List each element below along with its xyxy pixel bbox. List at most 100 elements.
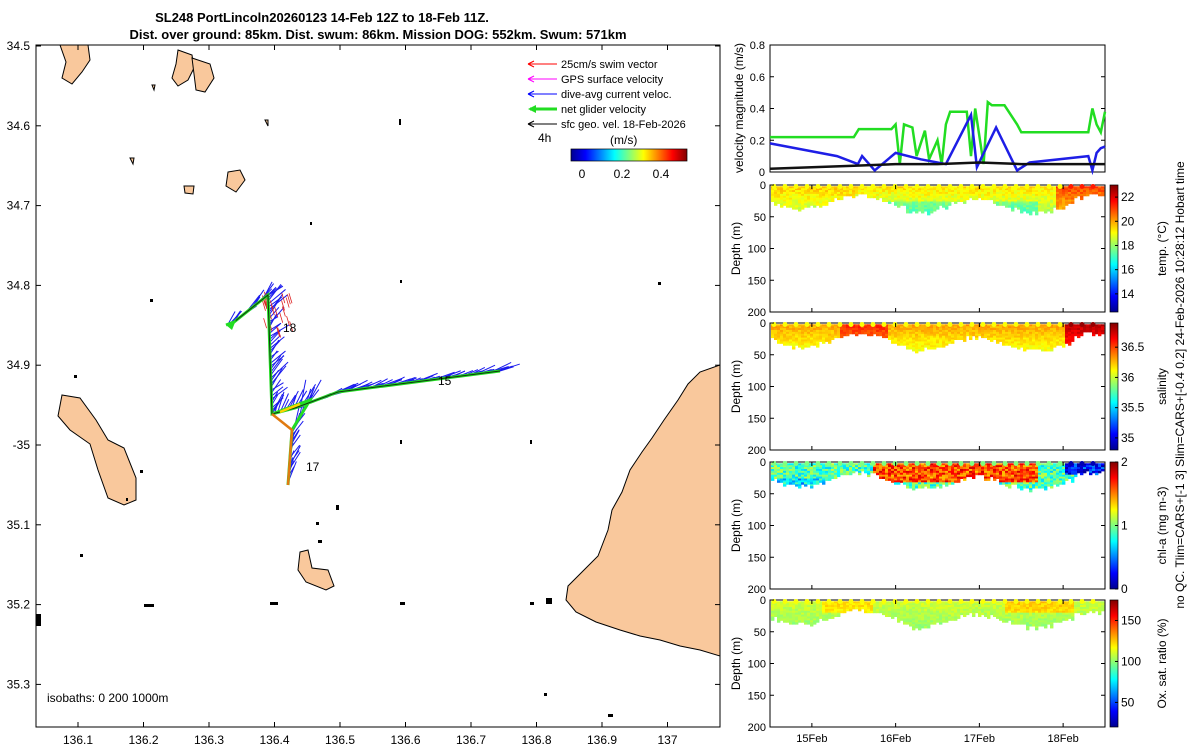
section-cell <box>771 476 775 480</box>
section-cell <box>921 339 925 342</box>
section-cell <box>1032 195 1036 199</box>
section-cell <box>1029 345 1033 348</box>
section-cell <box>1044 601 1048 604</box>
section-cell <box>1041 339 1045 342</box>
svg-text:GPS surface velocity: GPS surface velocity <box>561 74 664 86</box>
section-cell <box>816 612 820 616</box>
section-cell <box>807 465 811 468</box>
section-cell <box>963 614 967 618</box>
section-cell <box>840 335 844 339</box>
track-arrowhead <box>226 320 236 330</box>
section-cell <box>993 199 997 203</box>
section-cell <box>843 608 847 612</box>
section-cell <box>1023 199 1027 203</box>
section-cell <box>1008 603 1012 606</box>
section-xtick-label: 15Feb <box>796 733 827 745</box>
section-cell <box>1098 601 1102 604</box>
section-cell <box>1032 205 1036 208</box>
section-cell <box>915 622 919 625</box>
section-cell <box>891 616 895 619</box>
section-cell <box>804 337 808 341</box>
section-cell <box>996 605 1000 608</box>
section-cell <box>1002 476 1006 480</box>
section-cell <box>783 605 787 608</box>
section-cell <box>807 606 811 610</box>
section-cell <box>921 486 925 489</box>
section-cell <box>792 343 796 346</box>
section-cell <box>933 620 937 623</box>
section-cell <box>894 337 898 341</box>
section-cell <box>843 326 847 329</box>
surface-dot <box>1046 461 1052 466</box>
section-cell <box>804 618 808 621</box>
section-cell <box>1041 606 1045 610</box>
section-cell <box>933 482 937 485</box>
section-cell <box>786 343 790 346</box>
section-cell <box>951 329 955 333</box>
section-cell <box>813 341 817 344</box>
section-cell <box>909 484 913 487</box>
section-cell <box>798 207 802 210</box>
section-cell <box>1014 622 1018 625</box>
section-cell <box>966 605 970 608</box>
section-cell <box>777 616 781 619</box>
section-cell <box>822 328 826 331</box>
section-cell <box>903 474 907 478</box>
section-cell <box>1059 199 1063 203</box>
section-cell <box>933 603 937 606</box>
section-cell <box>1002 337 1006 341</box>
velocity-ytick-label: 0 <box>759 167 765 179</box>
section-cell <box>924 193 928 197</box>
section-cell <box>912 612 916 616</box>
section-cell <box>987 472 991 476</box>
section-cell <box>951 468 955 472</box>
section-cell <box>963 610 967 614</box>
section-cell <box>1065 472 1069 476</box>
section-cell <box>888 470 892 474</box>
section-cell <box>948 203 952 206</box>
section-cell <box>1053 467 1057 470</box>
section-cell <box>957 606 961 610</box>
section-cell <box>1002 201 1006 204</box>
section-cell <box>1011 474 1015 478</box>
section-cell <box>1050 343 1054 346</box>
section-cell <box>897 190 901 193</box>
section-cell <box>1029 489 1033 493</box>
section-cell <box>1008 605 1012 608</box>
section-cell <box>957 197 961 201</box>
section-cell <box>969 608 973 612</box>
section-cell <box>822 188 826 191</box>
section-cell <box>975 610 979 614</box>
section-cell <box>972 612 976 616</box>
section-cell <box>1101 605 1105 608</box>
surface-dot <box>1079 599 1085 604</box>
surface-dot <box>969 461 975 466</box>
section-cell <box>828 474 832 478</box>
section-cell <box>774 199 778 203</box>
section-cell <box>957 608 961 612</box>
section-cell <box>924 482 928 485</box>
section-cell <box>903 339 907 342</box>
section-cell <box>990 467 994 470</box>
section-cell <box>1032 620 1036 623</box>
section-cell <box>774 476 778 480</box>
section-cell <box>1059 188 1063 191</box>
section-cell <box>984 197 988 201</box>
section-cell <box>879 605 883 608</box>
section-cell <box>942 339 946 342</box>
section-cell <box>783 341 787 344</box>
section-cell <box>1056 331 1060 335</box>
section-cell <box>795 472 799 476</box>
section-cell <box>1059 207 1063 210</box>
section-cell <box>1032 209 1036 212</box>
section-cell <box>933 347 937 350</box>
section-cell <box>861 329 865 333</box>
section-cell <box>1101 468 1105 472</box>
section-cell <box>813 463 817 466</box>
section-cell <box>1068 335 1072 339</box>
section-cell <box>1071 195 1075 199</box>
section-cell <box>1101 193 1105 197</box>
section-cell <box>816 470 820 474</box>
section-cell <box>915 612 919 616</box>
section-cell <box>924 476 928 480</box>
